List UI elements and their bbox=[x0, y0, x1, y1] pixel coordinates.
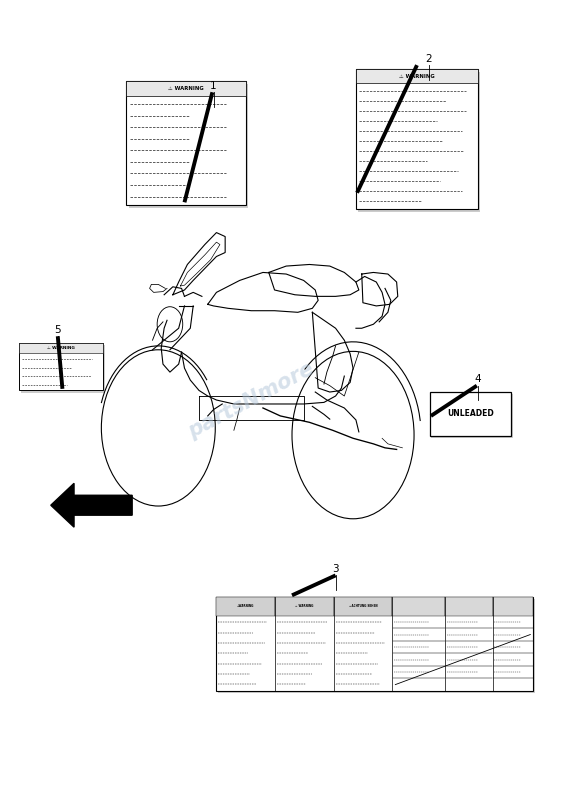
Bar bbox=[128, 84, 248, 208]
Text: ⚠ WARNING: ⚠ WARNING bbox=[296, 604, 314, 608]
Bar bbox=[217, 597, 275, 616]
Text: 5: 5 bbox=[54, 325, 61, 334]
Text: 4: 4 bbox=[475, 374, 481, 384]
Text: ⚠ WARNING: ⚠ WARNING bbox=[399, 74, 435, 78]
Bar bbox=[356, 69, 478, 83]
Bar bbox=[392, 597, 445, 616]
FancyArrow shape bbox=[51, 483, 132, 527]
Text: UNLEADED: UNLEADED bbox=[447, 410, 494, 418]
Text: 2: 2 bbox=[425, 54, 432, 63]
Bar bbox=[493, 597, 533, 616]
Bar bbox=[19, 342, 103, 390]
Text: ⚠ WARNING: ⚠ WARNING bbox=[168, 86, 204, 91]
Bar bbox=[217, 597, 533, 691]
Text: 1: 1 bbox=[210, 81, 217, 90]
Bar bbox=[430, 392, 511, 436]
Text: ⚠ WARNING: ⚠ WARNING bbox=[47, 346, 75, 350]
Bar bbox=[432, 394, 513, 438]
Text: 3: 3 bbox=[332, 564, 339, 574]
Text: ⚠WARNING: ⚠WARNING bbox=[237, 604, 255, 608]
Bar bbox=[356, 69, 478, 209]
Bar bbox=[334, 597, 392, 616]
Text: partsNmore: partsNmore bbox=[185, 358, 318, 442]
Bar bbox=[445, 597, 493, 616]
Text: ⚠ACHTUNG SEHEN: ⚠ACHTUNG SEHEN bbox=[349, 604, 377, 608]
Bar bbox=[19, 342, 103, 353]
Bar bbox=[126, 81, 245, 205]
Bar bbox=[358, 72, 480, 212]
Bar bbox=[218, 599, 535, 694]
Bar bbox=[275, 597, 334, 616]
Bar bbox=[126, 81, 245, 96]
Bar bbox=[20, 345, 105, 393]
